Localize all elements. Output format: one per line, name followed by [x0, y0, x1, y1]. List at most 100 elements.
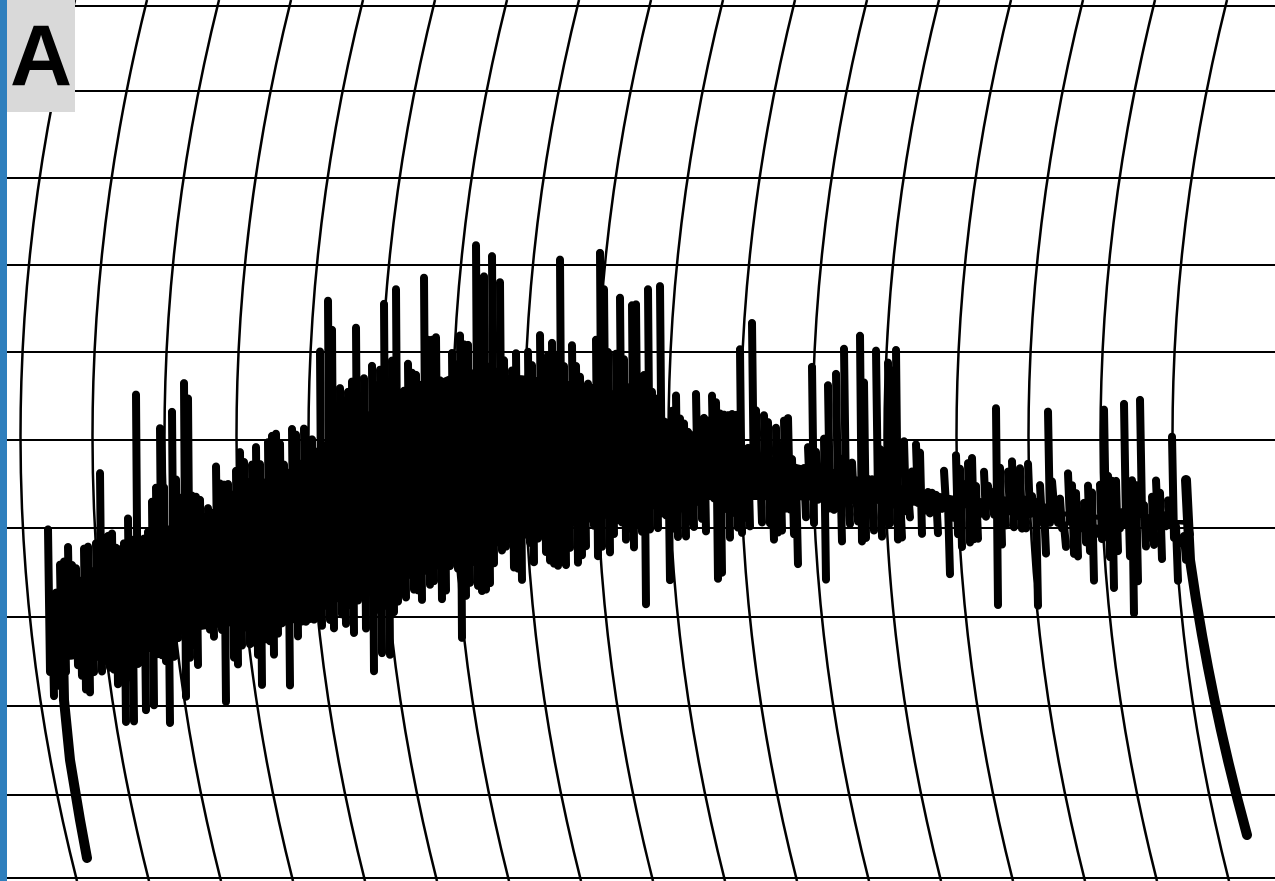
trace-stroke — [148, 497, 158, 710]
trace-stroke — [208, 519, 218, 641]
trace-stroke — [936, 500, 946, 513]
trace-stroke — [492, 367, 502, 544]
trace-stroke — [608, 390, 618, 539]
trace-stroke — [1160, 511, 1170, 531]
trace-stroke — [1044, 407, 1054, 527]
trace-stroke — [1020, 495, 1030, 533]
trace-stroke — [340, 396, 350, 628]
trace-stroke — [844, 484, 854, 529]
trace-stroke — [1108, 476, 1118, 593]
trace-stroke — [976, 497, 986, 518]
trace-stroke — [284, 476, 294, 690]
trace-stroke — [800, 463, 810, 522]
trace-stroke — [628, 301, 638, 552]
trace-stroke — [1088, 488, 1098, 585]
trace-stroke — [944, 499, 954, 579]
trace-stroke — [836, 454, 846, 546]
trace-stroke — [192, 492, 202, 669]
trace-stroke — [460, 340, 470, 600]
trace-stroke — [120, 539, 130, 726]
trace-stroke — [1060, 521, 1070, 551]
trace-stroke — [312, 448, 322, 614]
trace-stroke — [152, 483, 162, 659]
trace-stroke — [1112, 476, 1122, 556]
oscillation-trace — [44, 241, 1252, 863]
trace-stroke — [1032, 497, 1042, 610]
trace-stroke — [1092, 524, 1102, 538]
trace-stroke — [940, 466, 950, 510]
trace-end-tail — [1181, 475, 1252, 840]
trace-stroke — [268, 431, 278, 659]
trace-stroke — [48, 602, 58, 701]
trace-stroke — [1136, 395, 1146, 519]
trace-stroke — [52, 588, 62, 690]
trace-stroke — [232, 466, 242, 669]
trace-stroke — [532, 378, 542, 543]
trace-stroke — [444, 381, 454, 571]
curved-gridline — [91, 0, 151, 881]
trace-stroke — [792, 472, 802, 569]
trace-stroke — [1096, 480, 1106, 544]
trace-stroke — [732, 410, 742, 532]
curved-gridline — [1027, 0, 1087, 881]
trace-stroke — [852, 486, 862, 526]
trace-stroke — [376, 365, 386, 658]
trace-stroke — [88, 571, 98, 677]
trace-stroke — [1168, 432, 1178, 542]
trace-stroke — [700, 413, 710, 536]
trace-stroke — [564, 389, 574, 552]
trace-stroke — [140, 534, 150, 715]
trace-stroke — [776, 441, 786, 535]
trace-stroke — [840, 344, 850, 502]
curved-gridline — [955, 0, 1015, 881]
panel-label-box: A — [7, 0, 75, 112]
trace-stroke — [896, 492, 906, 542]
trace-stroke — [908, 467, 918, 505]
trace-stroke — [756, 458, 766, 527]
trace-stroke — [956, 464, 966, 552]
trace-stroke — [440, 384, 450, 595]
trace-stroke — [424, 335, 434, 589]
trace-stroke — [1156, 488, 1166, 564]
trace-stroke — [428, 335, 438, 586]
trace-stroke — [724, 411, 734, 542]
trace-stroke — [860, 378, 870, 542]
trace-stroke — [320, 448, 330, 610]
trace-stroke — [296, 466, 306, 626]
trace-stroke — [592, 335, 602, 561]
curved-gridline — [1099, 0, 1159, 881]
trace-stroke — [388, 356, 398, 617]
trace-stroke — [664, 425, 674, 585]
trace-stroke — [1072, 489, 1082, 561]
trace-stroke — [112, 543, 122, 689]
trace-stroke — [552, 350, 562, 570]
trace-stroke — [612, 349, 622, 525]
trace-stroke — [384, 385, 394, 659]
trace-stroke — [808, 362, 818, 528]
trace-stroke — [972, 482, 982, 543]
trace-stroke — [820, 434, 830, 584]
trace-stroke — [476, 275, 486, 596]
trace-stroke — [932, 490, 942, 538]
trace-stroke — [164, 525, 174, 727]
curved-gridline — [883, 0, 943, 881]
trace-stroke — [260, 478, 270, 644]
trace-stroke — [904, 486, 914, 522]
trace-stroke — [468, 369, 478, 567]
trace-stroke — [516, 382, 526, 584]
trace-stroke — [876, 445, 886, 541]
trace-stroke — [1172, 522, 1182, 585]
trace-stroke — [580, 386, 590, 551]
trace-stroke — [400, 386, 410, 602]
trace-stroke — [688, 432, 698, 531]
trace-stroke — [1148, 492, 1158, 549]
trace-stroke — [768, 465, 778, 544]
trace-stroke — [980, 467, 990, 521]
trace-stroke — [304, 462, 314, 624]
trace-stroke — [484, 362, 494, 588]
trace-stroke — [868, 475, 878, 535]
trace-stroke — [416, 380, 426, 604]
trace-stroke — [1040, 503, 1050, 558]
